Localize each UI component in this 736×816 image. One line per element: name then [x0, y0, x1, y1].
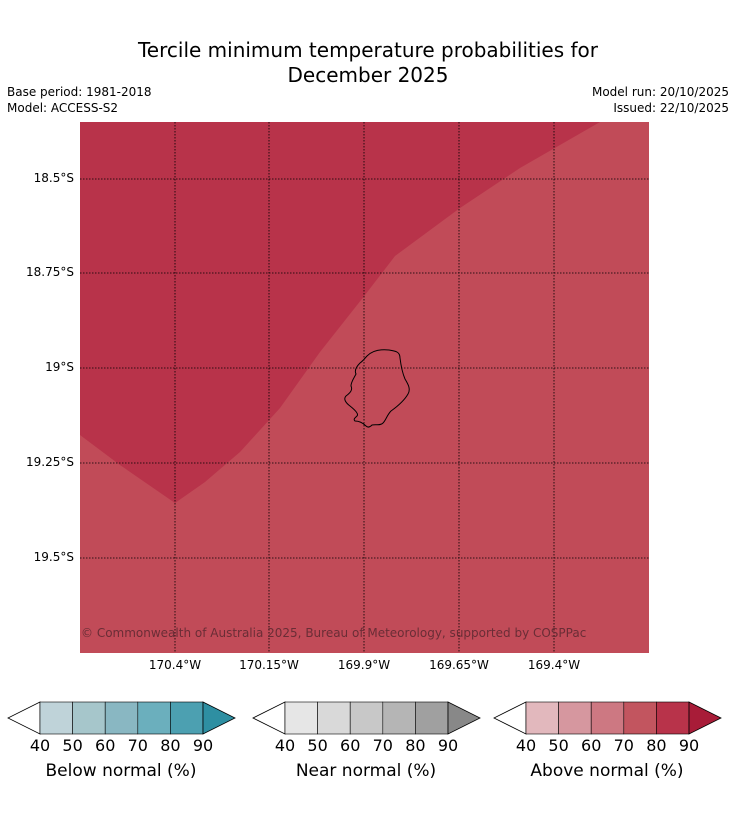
colorbar-below-segment: [72, 701, 106, 735]
lat-label-18-75: 18.75°S: [26, 265, 74, 279]
probability-region-80-90: [80, 122, 600, 503]
colorbar-below-segment: [137, 701, 171, 735]
colorbar-above-tick: 80: [646, 736, 667, 755]
colorbar-above-max-extension: [688, 701, 722, 735]
lon-label-170-15: 170.15°W: [239, 658, 299, 672]
lat-label-18-5: 18.5°S: [33, 171, 74, 185]
colorbar-below-tick: 60: [95, 736, 116, 755]
colorbar-above-min-extension: [493, 701, 527, 735]
colorbar-below-tick: 40: [29, 736, 51, 755]
colorbar-near-tick: 60: [340, 736, 361, 755]
colorbar-title-below: Below normal (%): [45, 761, 197, 781]
colorbar-above-segment: [525, 701, 559, 735]
colorbar-below-max-extension: [202, 701, 236, 735]
colorbar-near-min-extension: [252, 701, 286, 735]
colorbar-above-tick: 50: [548, 736, 569, 755]
colorbar-near-max-extension: [447, 701, 481, 735]
lat-label-19-5: 19.5°S: [33, 550, 74, 564]
colorbar-near-segment: [415, 701, 449, 735]
lon-label-170-4: 170.4°W: [148, 658, 202, 672]
graticule: [80, 122, 649, 653]
colorbar-near-tick: 70: [372, 736, 393, 755]
colorbar-above-segment: [558, 701, 592, 735]
colorbar-near-segment: [349, 701, 384, 735]
colorbar-near-tick: 80: [405, 736, 426, 755]
model-run: Model run: 20/10/2025: [591, 85, 729, 99]
title-line-2: December 2025: [287, 63, 449, 87]
colorbar-below-tick: 90: [192, 736, 214, 755]
model-name: Model: ACCESS-S2: [7, 101, 119, 115]
colorbar-above-tick: 40: [515, 736, 537, 755]
colorbar-above-segment: [656, 701, 690, 735]
colorbar-above-segment: [590, 701, 625, 735]
base-period: Base period: 1981-2018: [7, 85, 152, 99]
meta-left: Base period: 1981-2018 Model: ACCESS-S2: [7, 84, 152, 116]
colorbar-near-segment: [382, 701, 416, 735]
colorbar-below-segment: [104, 701, 139, 735]
colorbar-below-segment: [39, 701, 73, 735]
lon-label-169-4: 169.4°W: [527, 658, 581, 672]
colorbar-above-tick: 70: [613, 736, 634, 755]
copyright-text: © Commonwealth of Australia 2025, Bureau…: [81, 626, 586, 640]
colorbar-near-segment: [284, 701, 318, 735]
colorbar-title-above: Above normal (%): [530, 761, 684, 781]
colorbar-below-min-extension: [7, 701, 41, 735]
colorbar-above-tick: 90: [678, 736, 700, 755]
lon-label-169-65: 169.65°W: [429, 658, 489, 672]
lon-label-169-9: 169.9°W: [337, 658, 391, 672]
issued-date: Issued: 22/10/2025: [613, 101, 729, 115]
colorbar-near-tick: 40: [274, 736, 296, 755]
island-outline: [344, 349, 410, 428]
colorbar-below-tick: 50: [62, 736, 83, 755]
colorbar-above-segment: [623, 701, 657, 735]
colorbar-near-tick: 50: [307, 736, 328, 755]
title-line-1: Tercile minimum temperature probabilitie…: [137, 38, 599, 62]
lat-label-19: 19°S: [45, 360, 74, 374]
map-title: Tercile minimum temperature probabilitie…: [0, 38, 736, 88]
colorbar-below-tick: 70: [127, 736, 148, 755]
lat-label-19-25: 19.25°S: [26, 455, 74, 469]
colorbar-title-near: Near normal (%): [295, 761, 437, 781]
colorbar-above-tick: 60: [581, 736, 602, 755]
meta-right: Model run: 20/10/2025 Issued: 22/10/2025: [592, 84, 729, 116]
colorbar-near-tick: 90: [437, 736, 459, 755]
colorbar-below-segment: [170, 701, 204, 735]
colorbar-near-segment: [317, 701, 351, 735]
colorbar-below-tick: 80: [160, 736, 181, 755]
